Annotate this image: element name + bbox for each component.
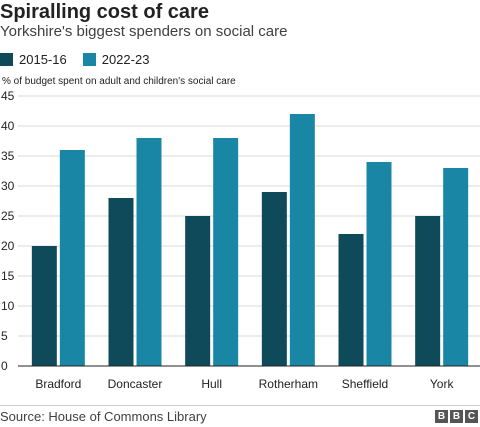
y-tick-label: 30 — [1, 179, 15, 193]
legend-swatch-2022 — [82, 52, 96, 66]
y-axis-label: % of budget spent on adult and children'… — [2, 76, 236, 87]
legend-label-2022: 2022-23 — [101, 51, 150, 67]
y-tick-label: 25 — [1, 209, 15, 223]
legend-swatch-2015 — [0, 52, 13, 66]
logo-letter: B — [450, 410, 463, 423]
bar-2015-16-hull — [185, 216, 211, 366]
x-tick-label: Bradford — [35, 377, 81, 391]
gridlines — [18, 95, 480, 337]
x-tick-label: Sheffield — [342, 377, 388, 391]
legend-item-2022: 2022-23 — [82, 51, 150, 67]
bar-2022-23-sheffield — [366, 162, 392, 366]
legend: 2015-16 2022-23 — [0, 50, 165, 68]
x-tick-label: Rotherham — [259, 377, 318, 391]
chart-subtitle: Yorkshire's biggest spenders on social c… — [0, 23, 288, 40]
x-tick-label: York — [430, 377, 455, 391]
y-tick-label: 0 — [1, 359, 8, 373]
bar-2015-16-york — [415, 216, 441, 366]
y-tick-label: 20 — [1, 239, 15, 253]
logo-letter: B — [435, 410, 448, 423]
x-tick-label: Doncaster — [108, 377, 163, 391]
bar-2022-23-hull — [213, 138, 239, 366]
bar-2022-23-bradford — [59, 150, 85, 366]
logo-letter: C — [465, 410, 478, 423]
chart-title: Spiralling cost of care — [0, 1, 209, 23]
y-tick-label: 10 — [1, 299, 15, 313]
bars — [31, 114, 469, 366]
bar-2022-23-rotherham — [289, 114, 315, 366]
y-tick-label: 45 — [1, 89, 15, 103]
footer-divider — [0, 405, 480, 406]
legend-label-2015: 2015-16 — [19, 51, 67, 67]
y-tick-label: 35 — [1, 149, 15, 163]
x-tick-label: Hull — [201, 377, 222, 391]
bar-2015-16-sheffield — [338, 234, 364, 366]
bar-2015-16-bradford — [31, 246, 57, 366]
legend-item-2015: 2015-16 — [0, 52, 67, 67]
axes: 0 5 10 15 20 25 30 35 40 45 Bradford Doncaster Hull R… — [1, 89, 480, 391]
bar-2022-23-doncaster — [136, 138, 162, 366]
y-tick-label: 40 — [1, 119, 15, 133]
bbc-logo: B B C — [433, 410, 478, 423]
source-note: Source: House of Commons Library — [0, 409, 207, 424]
bar-2015-16-doncaster — [108, 198, 134, 366]
y-tick-label: 5 — [1, 329, 8, 343]
y-tick-label: 15 — [1, 269, 15, 283]
bar-2022-23-york — [443, 168, 469, 366]
bar-chart: % of budget spent on adult and children'… — [1, 76, 480, 391]
bar-2015-16-rotherham — [261, 192, 287, 366]
